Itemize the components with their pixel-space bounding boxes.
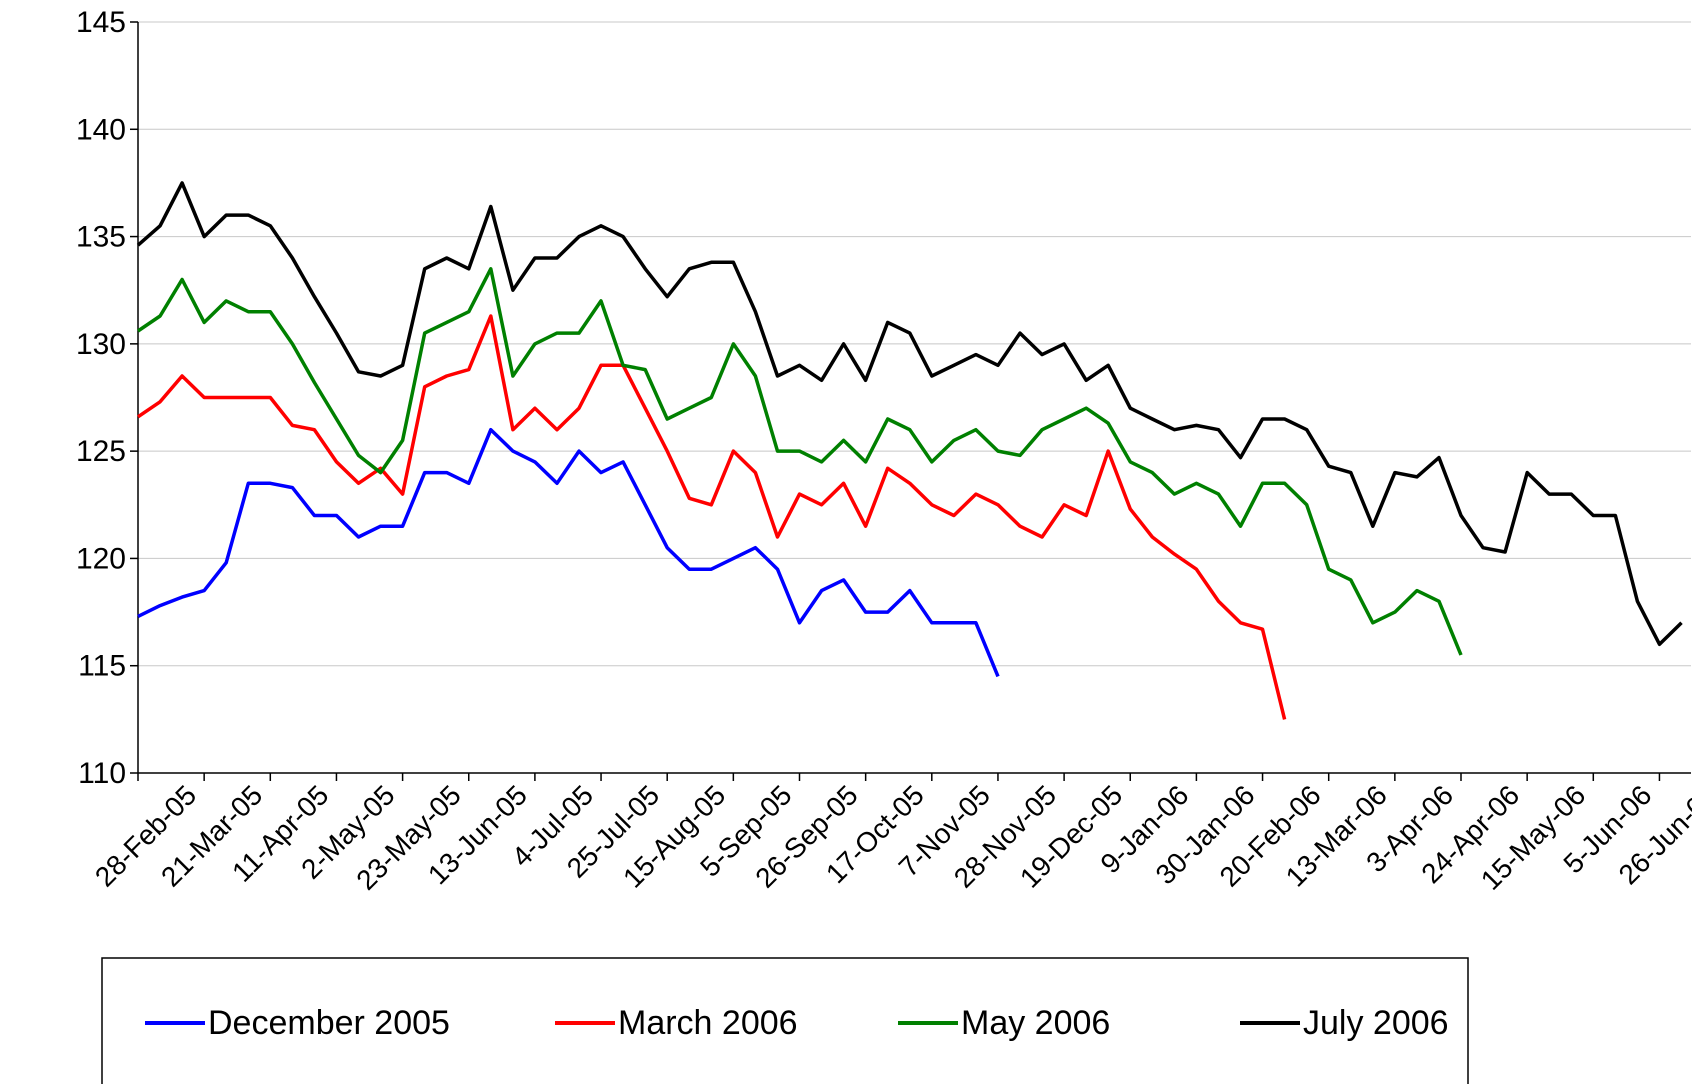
y-tick-label: 135: [76, 221, 126, 254]
y-tick-label: 130: [76, 328, 126, 361]
legend-label: December 2005: [208, 1004, 450, 1042]
y-tick-label: 145: [76, 6, 126, 39]
legend-label: May 2006: [961, 1004, 1110, 1042]
y-tick-label: 120: [76, 542, 126, 575]
y-tick-label: 115: [78, 650, 126, 683]
series-line: [137, 427, 1000, 678]
y-tick-label: 140: [76, 113, 126, 146]
series-line: [137, 267, 1463, 656]
series-line: [136, 181, 1683, 647]
legend-label: March 2006: [618, 1004, 798, 1042]
y-tick-label: 110: [78, 757, 126, 790]
y-tick-label: 125: [76, 435, 126, 468]
series-line: [137, 314, 1287, 720]
legend-label: July 2006: [1303, 1004, 1449, 1042]
